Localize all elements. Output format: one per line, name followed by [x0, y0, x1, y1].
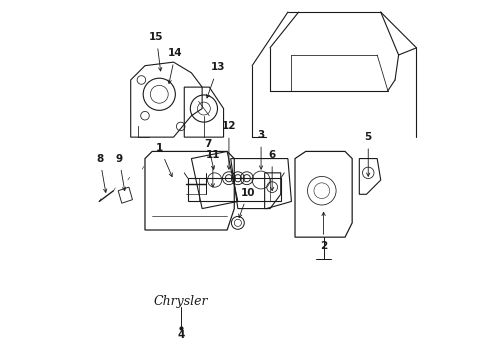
Text: 12: 12 [221, 121, 236, 131]
Text: 3: 3 [257, 130, 265, 140]
Text: 14: 14 [168, 48, 183, 58]
Text: 15: 15 [149, 32, 164, 42]
Text: Chrysler: Chrysler [153, 295, 208, 308]
Text: 4: 4 [177, 330, 184, 341]
Text: 10: 10 [241, 188, 255, 198]
Text: 5: 5 [365, 132, 372, 142]
Text: 6: 6 [269, 150, 276, 160]
Text: 2: 2 [320, 241, 327, 251]
Text: 8: 8 [96, 154, 103, 163]
Text: 9: 9 [116, 154, 122, 163]
Text: 13: 13 [211, 63, 225, 72]
Text: 1: 1 [156, 143, 163, 153]
Text: 7: 7 [204, 139, 212, 149]
Text: 11: 11 [206, 150, 220, 160]
Bar [188, 178, 281, 202]
